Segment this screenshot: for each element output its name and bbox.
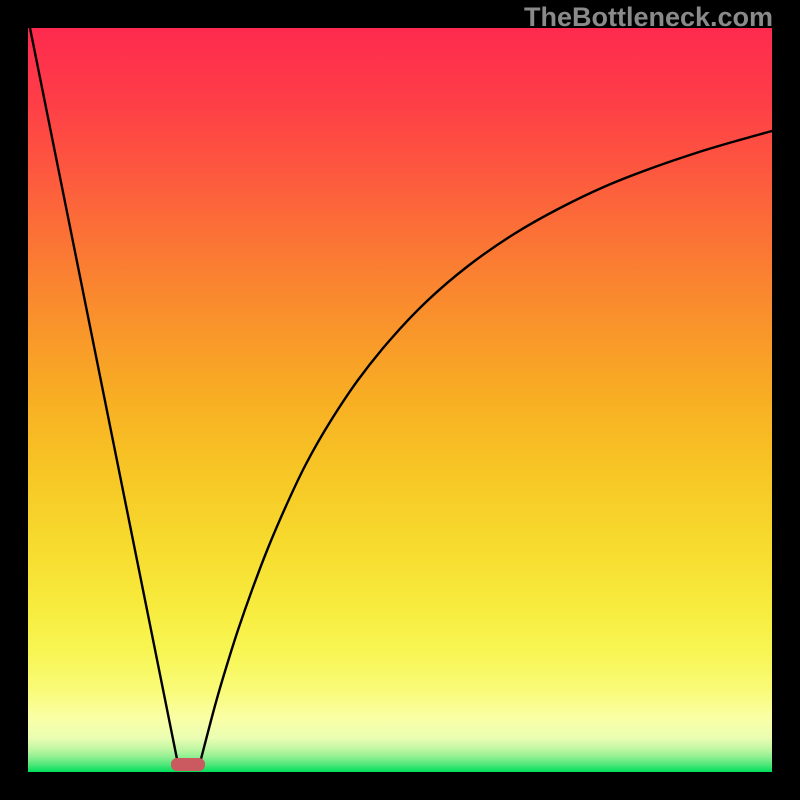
chart-svg [28,28,772,772]
minimum-marker [171,758,205,771]
watermark-text: TheBottleneck.com [524,2,773,33]
chart-container: TheBottleneck.com [0,0,800,800]
curve-left-segment [30,28,177,759]
chart-plot-area [28,28,772,772]
curve-right-segment [201,131,772,759]
